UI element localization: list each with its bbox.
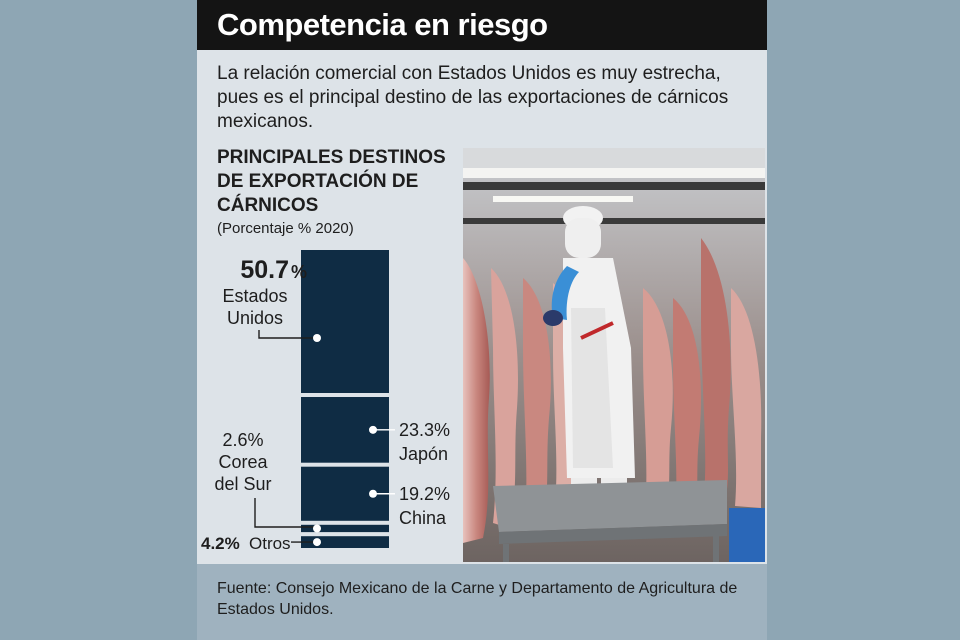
intro-text: La relación comercial con Estados Unidos… (217, 63, 729, 132)
chart-title: PRINCIPALES DESTINOS DE EXPORTACIÓN DE C… (217, 147, 446, 216)
label-name-corea-del-sur: Corea (218, 452, 268, 472)
dot-estados-unidos (313, 334, 321, 342)
label-value-corea-del-sur: 2.6% (222, 430, 263, 450)
title-bar: Competencia en riesgo (197, 0, 767, 50)
page-title: Competencia en riesgo (217, 7, 548, 42)
dot-japon (369, 425, 377, 434)
bar-china (301, 466, 389, 521)
label-name-otros: Otros (249, 534, 291, 553)
bar-estados-unidos (301, 250, 389, 393)
label-name-corea-del-sur-2: del Sur (214, 474, 271, 494)
label-name-estados-unidos: Estados (222, 286, 287, 306)
label-unit-estados-unidos: % (291, 262, 307, 282)
label-name-china: China (399, 508, 447, 528)
source-bar (197, 564, 767, 640)
dot-china (369, 489, 377, 498)
bar-otros (301, 536, 389, 548)
dot-otros (313, 538, 321, 547)
infographic-card: Competencia en riesgo La relación comerc… (197, 0, 767, 640)
label-value-japon: 23.3% (399, 420, 450, 440)
bar-japon (301, 397, 389, 463)
source-note: Fuente: Consejo Mexicano de la Carne y D… (217, 580, 738, 618)
meat-plant-photo (463, 148, 765, 562)
label-name-estados-unidos-2: Unidos (227, 308, 283, 328)
chart-subtitle: (Porcentaje % 2020) (217, 220, 354, 237)
bar-corea-del-sur (301, 524, 389, 533)
dot-corea-del-sur (313, 524, 321, 533)
label-value-estados-unidos: 50.7 (240, 256, 289, 284)
label-value-otros: 4.2% (201, 534, 240, 553)
leader-estados-unidos (258, 330, 317, 339)
label-value-china: 19.2% (399, 484, 450, 504)
leader-corea-del-sur (254, 498, 317, 528)
label-name-japon: Japón (399, 444, 448, 464)
